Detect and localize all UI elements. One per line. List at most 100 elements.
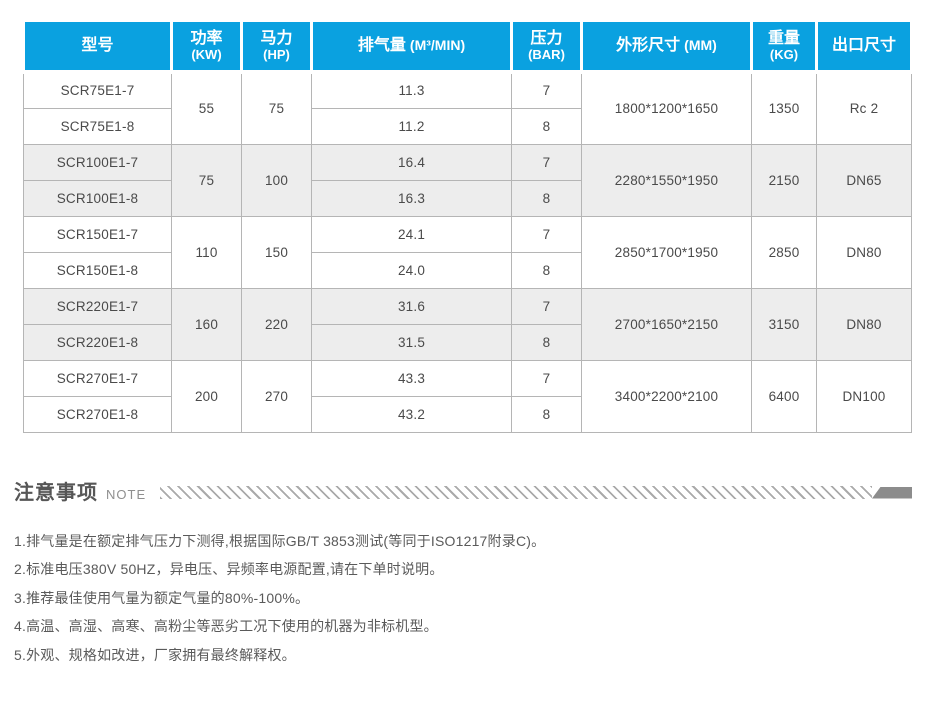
outlet-cell: DN80 (816, 287, 912, 361)
column-header-dimensions: 外形尺寸 (MM) (580, 22, 753, 74)
power-cell: 200 (171, 359, 242, 433)
power-cell: 160 (171, 287, 242, 361)
displacement-cell: 31.6 (311, 287, 512, 325)
header-label: 功率 (190, 29, 223, 47)
horsepower-cell: 75 (241, 71, 312, 145)
pressure-cell: 7 (511, 71, 582, 109)
displacement-cell: 16.4 (311, 143, 512, 181)
header-unit: (KW) (191, 47, 222, 63)
notes-list: 1.排气量是在额定排气压力下测得,根据国际GB/T 3853测试(等同于ISO1… (14, 527, 912, 670)
hatch-end-block (872, 486, 912, 499)
hatch-divider (160, 486, 872, 499)
table-row: SCR220E1-8 31.5 8 (23, 323, 912, 361)
header-row: 型号 功率 (KW) 马力 (HP) 排气量 (M³/MIN) 压力 (BAR) 外形尺… (22, 22, 913, 74)
weight-cell: 1350 (751, 71, 817, 145)
pressure-cell: 7 (511, 287, 582, 325)
header-label: 外形尺寸 (616, 37, 681, 55)
model-cell: SCR220E1-8 (23, 323, 172, 361)
weight-cell: 3150 (751, 287, 817, 361)
horsepower-cell: 150 (241, 215, 312, 289)
header-unit: (MM) (684, 37, 717, 54)
model-cell: SCR270E1-7 (23, 359, 172, 397)
note-item: 5.外观、规格如改进，厂家拥有最终解释权。 (14, 646, 296, 663)
model-cell: SCR150E1-7 (23, 215, 172, 253)
model-cell: SCR100E1-8 (23, 179, 172, 217)
header-label: 排气量 (357, 37, 406, 55)
outlet-cell: DN65 (816, 143, 912, 217)
table-row: SCR100E1-8 16.3 8 (23, 179, 912, 217)
pressure-cell: 8 (511, 323, 582, 361)
header-label: 压力 (530, 29, 563, 47)
table-row: SCR220E1-7 160 220 31.6 7 2700*1650*2150… (23, 287, 912, 361)
dimensions-cell: 2850*1700*1950 (581, 215, 752, 289)
note-item: 1.排气量是在额定排气压力下测得,根据国际GB/T 3853测试(等同于ISO1… (14, 532, 546, 549)
pressure-cell: 8 (511, 107, 582, 145)
table-row: SCR75E1-7 55 75 11.3 7 1800*1200*1650 13… (23, 71, 912, 145)
notes-header: 注意事项 NOTE (14, 479, 912, 504)
note-item: 2.标准电压380V 50HZ，异电压、异频率电源配置,请在下单时说明。 (14, 561, 444, 577)
model-cell: SCR75E1-7 (23, 71, 172, 109)
model-cell: SCR75E1-8 (23, 107, 172, 145)
horsepower-cell: 220 (241, 287, 312, 361)
pressure-cell: 7 (511, 215, 582, 253)
spec-table: 型号 功率 (KW) 马力 (HP) 排气量 (M³/MIN) 压力 (BAR) 外形尺… (22, 22, 913, 433)
pressure-cell: 7 (511, 359, 582, 397)
pressure-cell: 7 (511, 143, 582, 181)
table-row: SCR100E1-7 75 100 16.4 7 2280*1550*1950 … (23, 143, 912, 217)
pressure-cell: 8 (511, 179, 582, 217)
horsepower-cell: 270 (241, 359, 312, 433)
dimensions-cell: 2700*1650*2150 (581, 287, 752, 361)
notes-subtitle: NOTE (106, 487, 147, 502)
header-unit: (BAR) (528, 47, 565, 63)
outlet-cell: DN100 (816, 359, 912, 433)
header-unit: (KG) (769, 47, 799, 63)
column-header-outlet: 出口尺寸 (815, 22, 913, 74)
column-header-displacement: 排气量 (M³/MIN) (310, 22, 513, 74)
weight-cell: 6400 (751, 359, 817, 433)
notes-title: 注意事项 (14, 482, 98, 504)
notes-section: 注意事项 NOTE 1.排气量是在额定排气压力下测得,根据国际GB/T 3853… (14, 479, 912, 670)
table-row: SCR270E1-7 200 270 43.3 7 3400*2200*2100… (23, 359, 912, 433)
header-label: 型号 (81, 37, 114, 55)
dimensions-cell: 1800*1200*1650 (581, 71, 752, 145)
power-cell: 55 (171, 71, 242, 145)
column-header-horsepower: 马力 (HP) (240, 22, 313, 74)
displacement-cell: 24.0 (311, 251, 512, 289)
spec-sheet-page: 型号 功率 (KW) 马力 (HP) 排气量 (M³/MIN) 压力 (BAR) 外形尺… (0, 22, 930, 717)
dimensions-cell: 3400*2200*2100 (581, 359, 752, 433)
model-cell: SCR270E1-8 (23, 395, 172, 433)
header-unit: (HP) (263, 47, 290, 63)
header-label: 重量 (767, 29, 800, 47)
displacement-cell: 16.3 (311, 179, 512, 217)
column-header-pressure: 压力 (BAR) (510, 22, 583, 74)
header-label: 出口尺寸 (831, 37, 896, 55)
table-row: SCR75E1-8 11.2 8 (23, 107, 912, 145)
dimensions-cell: 2280*1550*1950 (581, 143, 752, 217)
displacement-cell: 43.3 (311, 359, 512, 397)
displacement-cell: 31.5 (311, 323, 512, 361)
outlet-cell: DN80 (816, 215, 912, 289)
weight-cell: 2150 (751, 143, 817, 217)
note-item: 3.推荐最佳使用气量为额定气量的80%-100%。 (14, 589, 310, 606)
table-row: SCR150E1-7 110 150 24.1 7 2850*1700*1950… (23, 215, 912, 289)
header-label: 马力 (260, 29, 293, 47)
outlet-cell: Rc 2 (816, 71, 912, 145)
model-cell: SCR220E1-7 (23, 287, 172, 325)
pressure-cell: 8 (511, 395, 582, 433)
column-header-power: 功率 (KW) (170, 22, 243, 74)
displacement-cell: 11.2 (311, 107, 512, 145)
column-header-model: 型号 (22, 22, 173, 74)
displacement-cell: 43.2 (311, 395, 512, 433)
model-cell: SCR150E1-8 (23, 251, 172, 289)
power-cell: 110 (171, 215, 242, 289)
power-cell: 75 (171, 143, 242, 217)
table-row: SCR150E1-8 24.0 8 (23, 251, 912, 289)
horsepower-cell: 100 (241, 143, 312, 217)
model-cell: SCR100E1-7 (23, 143, 172, 181)
weight-cell: 2850 (751, 215, 817, 289)
displacement-cell: 11.3 (311, 71, 512, 109)
table-row: SCR270E1-8 43.2 8 (23, 395, 912, 433)
pressure-cell: 8 (511, 251, 582, 289)
note-item: 4.高温、高湿、高寒、高粉尘等恶劣工况下使用的机器为非标机型。 (14, 618, 438, 634)
header-unit: (M³/MIN) (409, 37, 466, 54)
